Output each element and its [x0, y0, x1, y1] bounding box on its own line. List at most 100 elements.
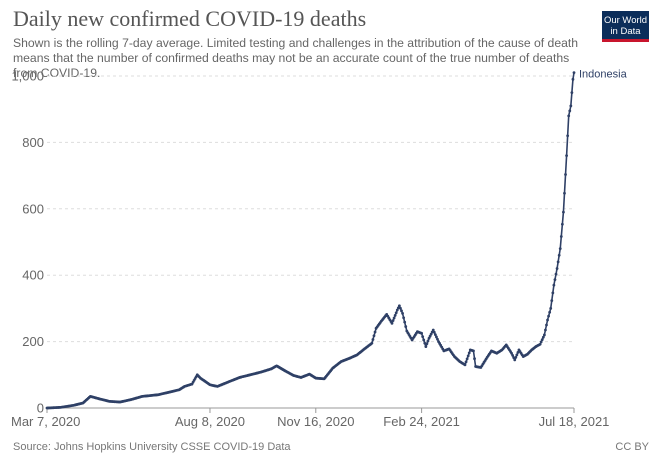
data-point	[511, 354, 515, 357]
series-label: Indonesia	[579, 69, 628, 81]
chart-title: Daily new confirmed COVID-19 deaths	[13, 6, 367, 31]
data-point	[546, 318, 549, 322]
data-point	[424, 345, 428, 348]
data-point	[465, 357, 469, 361]
data-point	[569, 104, 573, 108]
data-point	[549, 307, 553, 310]
y-tick-label: 200	[22, 334, 44, 349]
data-point	[371, 338, 375, 341]
data-point	[552, 283, 556, 287]
data-point	[542, 333, 546, 337]
data-point	[516, 350, 520, 354]
data-point	[560, 222, 564, 226]
data-point	[403, 320, 407, 324]
data-point	[555, 267, 559, 270]
owid-logo[interactable]: Our World in Data	[602, 11, 649, 42]
data-point	[392, 316, 396, 320]
data-point	[559, 235, 563, 238]
data-point	[548, 310, 552, 314]
data-point	[425, 342, 429, 346]
x-tick-label: Aug 8, 2020	[175, 414, 245, 429]
x-tick-label: Nov 16, 2020	[277, 414, 354, 429]
source-note[interactable]: Source: Johns Hopkins University CSSE CO…	[13, 441, 291, 453]
data-point	[553, 278, 557, 282]
logo-line2: in Data	[610, 26, 641, 37]
data-point	[510, 351, 513, 355]
data-point	[567, 114, 571, 118]
data-point	[472, 349, 475, 353]
data-point	[538, 342, 542, 346]
license-link[interactable]: CC BY	[615, 441, 649, 453]
data-point	[436, 337, 439, 341]
data-point	[431, 328, 435, 332]
data-point	[423, 341, 427, 345]
logo-line1: Our World	[603, 15, 648, 26]
data-point	[565, 154, 568, 158]
x-tick-label: Jul 18, 2021	[539, 414, 610, 429]
data-point	[430, 330, 434, 334]
data-point	[556, 260, 560, 264]
data-point	[421, 335, 425, 339]
series-line-indonesia	[46, 72, 575, 409]
data-point	[428, 334, 432, 338]
data-point	[393, 313, 397, 317]
chart-subtitle: Shown is the rolling 7-day average. Limi…	[13, 36, 579, 80]
data-point	[515, 353, 519, 357]
data-point	[463, 363, 467, 367]
data-point	[429, 332, 433, 336]
data-point	[558, 247, 562, 251]
data-point	[568, 109, 572, 113]
data-point	[433, 333, 437, 337]
data-point	[563, 191, 566, 195]
data-point	[435, 335, 438, 339]
data-point	[550, 299, 554, 303]
data-point	[396, 306, 400, 310]
data-point	[427, 336, 431, 340]
y-tick-label: 0	[37, 401, 44, 416]
data-point	[391, 319, 395, 323]
data-point	[564, 173, 567, 176]
x-tick-label: Feb 24, 2021	[383, 414, 460, 429]
data-point	[464, 360, 468, 364]
data-point	[401, 311, 404, 315]
data-point	[570, 91, 574, 94]
data-point	[571, 77, 575, 81]
data-point	[432, 330, 436, 334]
data-point	[572, 71, 576, 75]
data-point	[390, 321, 394, 325]
data-point	[400, 309, 403, 313]
data-point	[420, 331, 424, 335]
data-point	[399, 306, 402, 310]
data-point	[540, 338, 544, 342]
data-point	[394, 311, 398, 315]
data-point	[514, 355, 518, 359]
data-point	[466, 354, 470, 358]
data-point	[402, 316, 406, 320]
data-point	[426, 339, 430, 343]
data-point	[372, 334, 376, 338]
data-point	[545, 323, 548, 327]
y-tick-label: 1,000	[11, 69, 44, 84]
data-point	[541, 335, 545, 339]
data-point	[512, 356, 516, 360]
data-point	[547, 314, 550, 318]
data-point	[373, 330, 377, 334]
data-point	[551, 291, 555, 295]
data-point	[473, 357, 476, 361]
y-tick-label: 800	[22, 135, 44, 150]
data-point	[544, 328, 547, 332]
data-point	[566, 134, 570, 138]
x-tick-label: Mar 7, 2020	[11, 414, 80, 429]
data-point	[467, 351, 471, 355]
y-tick-label: 600	[22, 201, 44, 216]
data-point	[554, 272, 558, 276]
data-point	[562, 210, 565, 214]
data-point	[539, 340, 543, 344]
data-point	[397, 304, 401, 308]
data-point	[513, 358, 517, 362]
data-point	[395, 308, 399, 312]
y-tick-label: 400	[22, 268, 44, 283]
data-point	[422, 338, 426, 342]
data-point	[370, 341, 374, 345]
